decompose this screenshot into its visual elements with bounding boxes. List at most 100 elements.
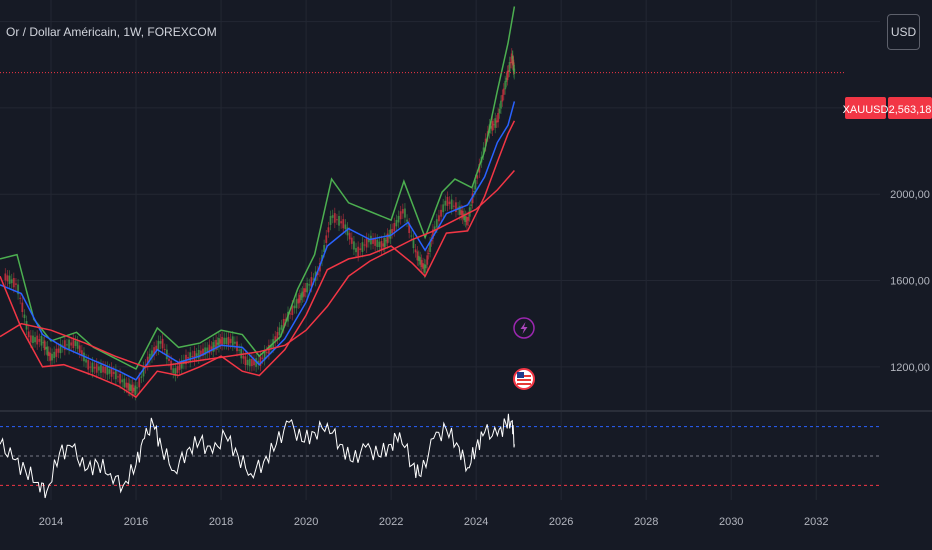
candle-body (216, 342, 219, 345)
candle-body (191, 355, 194, 357)
candle-body (55, 348, 58, 357)
candle-body (312, 278, 315, 280)
candle-body (27, 331, 30, 338)
candle-body (134, 385, 137, 395)
time-tick-label: 2018 (209, 516, 233, 528)
candle-body (452, 205, 455, 207)
candle-body (506, 70, 509, 81)
time-tick-label: 2024 (464, 516, 488, 528)
candle-body (43, 340, 46, 351)
candle-body (131, 384, 134, 394)
rsi-pane (0, 413, 880, 499)
candle-body (89, 366, 92, 368)
us-flag-icon[interactable] (513, 368, 535, 390)
candle-body (476, 175, 479, 179)
candle-body (132, 387, 135, 392)
candle-body (372, 238, 375, 244)
candle-body (463, 213, 466, 221)
candle-body (150, 350, 153, 358)
candle-body (165, 349, 168, 360)
candle-body (128, 383, 131, 391)
candle-body (470, 204, 473, 206)
chart-grid (0, 0, 880, 500)
candle-body (359, 248, 362, 251)
candle-body (491, 121, 494, 131)
candle-body (14, 283, 17, 285)
candle-body (414, 249, 417, 253)
candle-body (257, 360, 260, 365)
candle-body (291, 305, 294, 316)
candle-body (331, 215, 334, 218)
candle-body (352, 241, 355, 250)
candle-body (174, 368, 177, 376)
candle-body (289, 313, 292, 315)
candle-body (63, 340, 66, 350)
candle-body (342, 219, 345, 229)
candle-body (57, 348, 60, 353)
candle-body (408, 223, 411, 234)
lightning-icon[interactable] (513, 317, 535, 339)
candle-body (187, 357, 190, 359)
candle-body (225, 337, 228, 345)
candle-body (412, 238, 415, 249)
candle-body (494, 118, 497, 128)
candle-body (197, 349, 200, 359)
candle-body (178, 363, 181, 371)
candle-body (367, 238, 370, 243)
currency-button[interactable]: USD (887, 14, 920, 50)
candle-body (304, 288, 307, 293)
candle-body (490, 125, 493, 129)
candle-body (440, 209, 443, 217)
candle-body (161, 338, 164, 349)
candle-body (31, 335, 34, 344)
indicator-line (0, 101, 516, 381)
candle-body (157, 340, 160, 350)
candle-body (280, 325, 283, 330)
time-tick-label: 2016 (124, 516, 148, 528)
candle-body (420, 259, 423, 267)
indicator-line (0, 120, 516, 399)
candle-body (85, 359, 88, 363)
time-axis[interactable]: 2014 2016 2018 2020 2022 2024 2026 2028 2030 2032 (39, 516, 829, 528)
candle-body (507, 70, 510, 73)
candle-body (385, 240, 388, 242)
candle-body (505, 77, 508, 82)
candle-body (300, 293, 303, 301)
candle-body (180, 360, 183, 369)
candle-body (442, 204, 445, 213)
candle-body (119, 373, 122, 384)
candle-body (302, 288, 305, 297)
candle-body (199, 350, 202, 357)
candle-body (293, 305, 296, 309)
candle-body (383, 238, 386, 248)
candle-body (130, 385, 133, 391)
time-tick-label: 2026 (549, 516, 573, 528)
candle-body (248, 358, 251, 367)
candle-body (159, 341, 162, 344)
candle-body (127, 382, 130, 391)
candle-body (382, 243, 385, 247)
candle-body (499, 100, 502, 109)
candle-body (276, 332, 279, 339)
candle-body (74, 340, 77, 346)
candle-body (338, 215, 341, 226)
candle-body (223, 337, 226, 345)
candle-body (498, 108, 501, 114)
candle-body (102, 366, 105, 373)
candle-body (36, 335, 39, 345)
candle-body (403, 208, 406, 218)
candle-body (369, 235, 372, 245)
candle-body (386, 233, 389, 244)
candle-body (380, 241, 383, 250)
candle-body (121, 379, 124, 383)
candle-body (393, 223, 396, 232)
candle-body (350, 237, 353, 244)
candle-body (397, 215, 400, 223)
candle-body (76, 341, 79, 349)
candle-body (340, 221, 343, 224)
candle-body (99, 364, 102, 373)
candle-body (155, 345, 158, 351)
last-price-tag: XAUUSD 2,563,18 (843, 97, 932, 119)
